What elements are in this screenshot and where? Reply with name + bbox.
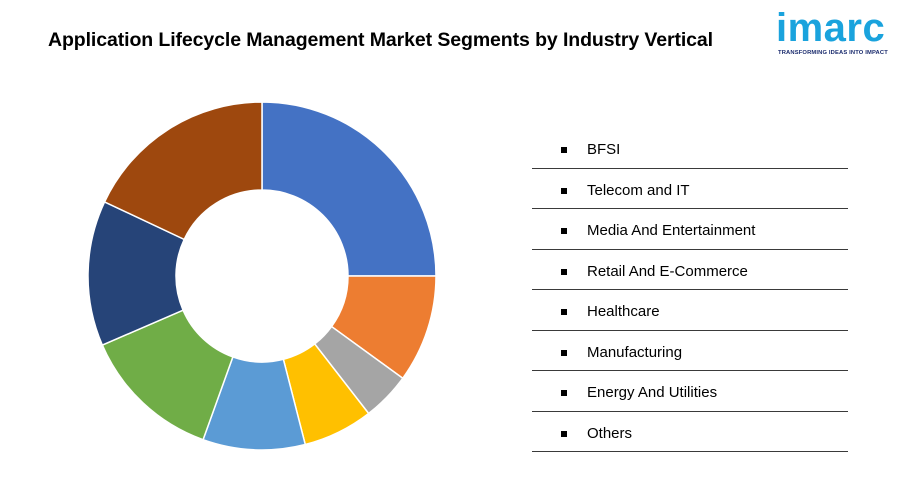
- legend-item: Manufacturing: [532, 331, 848, 371]
- legend-label: BFSI: [587, 141, 621, 158]
- legend-item: Energy And Utilities: [532, 371, 848, 412]
- legend-item: Others: [532, 412, 848, 452]
- legend-bullet: [561, 309, 567, 315]
- legend: BFSI Telecom and IT Media And Entertainm…: [532, 128, 848, 452]
- legend-label: Others: [587, 424, 633, 442]
- slice-bfsi: [261, 101, 437, 277]
- legend-label: Energy And Utilities: [587, 384, 718, 401]
- legend-item: BFSI: [532, 128, 848, 169]
- legend-item: Healthcare: [532, 290, 848, 331]
- legend-item: Media And Entertainment: [532, 209, 848, 250]
- donut-slices: [87, 101, 437, 451]
- logo-wordmark: imarc: [776, 6, 886, 50]
- legend-item: Retail And E-Commerce: [532, 250, 848, 290]
- slice-others: [103, 101, 263, 241]
- legend-bullet: [561, 390, 567, 396]
- legend-bullet: [561, 430, 567, 437]
- legend-label: Media And Entertainment: [587, 222, 756, 239]
- legend-item: Telecom and IT: [532, 169, 848, 209]
- legend-bullet: [561, 228, 567, 234]
- legend-bullet: [561, 187, 567, 194]
- legend-bullet: [561, 147, 567, 153]
- legend-label: Telecom and IT: [587, 181, 690, 199]
- legend-label: Healthcare: [587, 303, 660, 320]
- logo-tagline: TRANSFORMING IDEAS INTO IMPACT: [778, 50, 888, 56]
- imarc-logo: imarc TRANSFORMING IDEAS INTO IMPACT: [776, 8, 896, 60]
- legend-bullet: [561, 349, 567, 356]
- legend-label: Manufacturing: [587, 343, 683, 361]
- chart-title: Application Lifecycle Management Market …: [48, 29, 713, 51]
- legend-bullet: [561, 268, 567, 275]
- legend-label: Retail And E-Commerce: [587, 262, 748, 280]
